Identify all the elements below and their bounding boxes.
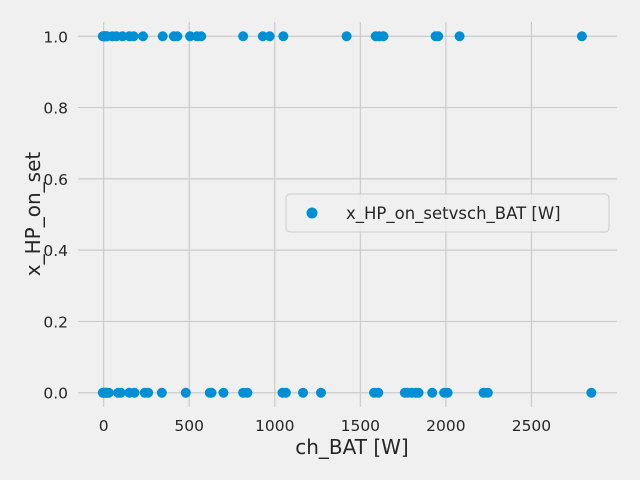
- data-point: [586, 387, 597, 398]
- data-point: [242, 387, 253, 398]
- data-point: [278, 31, 289, 42]
- x-tick-label: 2500: [512, 417, 551, 435]
- x-tick-label: 500: [174, 417, 204, 435]
- data-point: [280, 387, 291, 398]
- data-point: [576, 31, 587, 42]
- y-tick-label: 0.4: [43, 242, 68, 260]
- data-point: [482, 387, 493, 398]
- data-point: [206, 387, 217, 398]
- data-point: [433, 31, 444, 42]
- x-axis-label: ch_BAT [W]: [295, 435, 408, 459]
- x-tick-label: 2000: [426, 417, 465, 435]
- data-point: [238, 31, 249, 42]
- data-point: [143, 387, 154, 398]
- data-point: [115, 387, 126, 398]
- data-point: [117, 31, 128, 42]
- data-point: [128, 31, 139, 42]
- data-point: [196, 31, 207, 42]
- data-point: [454, 31, 465, 42]
- data-point: [427, 387, 438, 398]
- data-point: [157, 31, 168, 42]
- x-tick-labels: 0 500 1000 1500 2000 2500: [99, 417, 551, 435]
- data-point: [373, 387, 384, 398]
- data-point: [378, 31, 389, 42]
- data-point: [298, 387, 309, 398]
- x-tick-label: 1500: [341, 417, 380, 435]
- x-tick-label: 0: [99, 417, 109, 435]
- y-tick-label: 0.2: [43, 313, 68, 331]
- legend-marker: [306, 207, 318, 219]
- data-point: [172, 31, 183, 42]
- x-tick-label: 1000: [255, 417, 294, 435]
- y-tick-label: 1.0: [43, 28, 68, 46]
- data-point: [341, 31, 352, 42]
- legend: x_HP_on_setvsch_BAT [W]: [285, 193, 610, 233]
- y-tick-label: 0.0: [43, 385, 68, 403]
- data-point: [315, 387, 326, 398]
- data-point: [442, 387, 453, 398]
- data-point: [129, 387, 140, 398]
- data-point: [103, 387, 114, 398]
- data-point: [264, 31, 275, 42]
- data-point: [138, 31, 149, 42]
- data-point: [156, 387, 167, 398]
- data-point: [413, 387, 424, 398]
- data-point: [257, 31, 268, 42]
- data-points: [97, 31, 597, 398]
- y-axis-label: x_HP_on_set: [21, 152, 45, 277]
- data-point: [180, 387, 191, 398]
- legend-entry: x_HP_on_setvsch_BAT [W]: [346, 204, 561, 224]
- y-tick-label: 0.8: [43, 100, 68, 118]
- y-tick-labels: 0.0 0.2 0.4 0.6 0.8 1.0: [43, 28, 68, 402]
- y-tick-label: 0.6: [43, 171, 68, 189]
- data-point: [218, 387, 229, 398]
- legend-box: [285, 193, 610, 233]
- data-point: [185, 31, 196, 42]
